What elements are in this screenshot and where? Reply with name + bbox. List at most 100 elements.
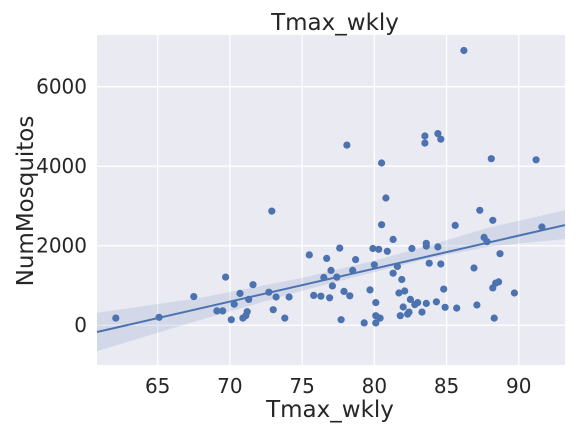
scatter-point [451,221,459,229]
scatter-point [532,156,540,164]
y-axis-label: NumMosquitos [13,116,39,287]
scatter-point [323,254,331,262]
scatter-point [327,266,335,274]
scatter-point [432,298,440,306]
x-tick-label: 65 [145,374,170,398]
scatter-point [476,206,484,214]
scatter-point [375,245,383,253]
scatter-point [112,314,120,322]
scatter-point [418,308,426,316]
x-tick-label: 80 [362,374,387,398]
scatter-point [473,301,481,309]
scatter-point [366,286,374,294]
regression-confidence-band [97,210,565,352]
scatter-point [249,281,257,289]
y-tick-label: 6000 [36,75,87,99]
scatter-point [340,287,348,295]
scatter-point [219,307,227,315]
scatter-point [495,278,503,286]
scatter-point [460,46,468,55]
y-tick-label: 2000 [36,234,87,258]
scatter-point [272,293,280,301]
scatter-point [378,159,386,167]
scatter-point [378,221,386,229]
scatter-point [434,243,442,251]
scatter-point [395,289,403,297]
scatter-point [489,216,497,224]
scatter-point [268,207,276,215]
horizontal-gridlines [97,86,565,326]
scatter-point [408,244,416,253]
scatter-point [352,256,360,264]
scatter-point [398,275,406,284]
scatter-point [360,319,368,327]
chart-title: Tmax_wkly [270,10,399,36]
scatter-point [337,316,345,324]
scatter-point [328,282,336,290]
scatter-point [425,259,433,267]
scatter-point [490,314,498,322]
scatter-point [437,135,445,143]
scatter-point [389,269,397,277]
scatter-point [434,130,442,138]
scatter-point [222,273,230,281]
scatter-point [346,292,354,300]
vertical-gridlines [157,35,520,365]
scatter-point [343,141,351,149]
scatter-point [414,299,422,307]
scatter-point [538,223,546,231]
scatter-point [317,292,325,300]
scatter-point [376,314,384,322]
scatter-point [510,289,518,297]
x-tick-label: 70 [217,374,242,398]
scatter-point [440,285,448,293]
scatter-point [243,308,251,316]
scatter-point [281,314,289,322]
scatter-point [372,319,380,327]
scatter-point [421,139,429,147]
scatter-point [441,303,449,311]
scatter-point [213,307,221,315]
scatter-point [269,306,277,314]
scatter-point [401,287,409,295]
scatter-point [421,132,429,140]
scatter-point [227,316,235,324]
x-tick-label: 85 [434,374,459,398]
scatter-point [496,250,504,258]
scatter-point [230,300,238,308]
scatter-point [285,293,293,301]
scatter-point [437,260,445,268]
plot-area [97,35,565,365]
regression-line [96,224,566,333]
y-axis-tick-labels: 0 2000 4000 6000 [36,75,87,338]
scatter-point [422,299,430,307]
y-tick-label: 4000 [36,154,87,178]
scatter-point [190,293,198,301]
scatter-point [405,308,413,316]
x-tick-label: 75 [289,374,314,398]
scatter-point [326,294,334,302]
scatter-point [396,312,404,320]
scatter-points [112,46,546,327]
scatter-point [382,194,390,202]
scatter-point [406,295,414,303]
plot-content [96,46,566,352]
scatter-point [399,303,407,311]
scatter-point [369,244,377,253]
scatter-point [372,299,380,307]
scatter-point [370,261,378,269]
y-tick-label: 0 [74,313,87,337]
scatter-point [422,242,430,250]
scatter-point [383,247,391,255]
scatter-point [236,289,244,297]
scatter-point [453,304,461,312]
scatter-point [305,251,313,259]
x-axis-label: Tmax_wkly [265,397,394,423]
scatter-point [336,244,344,252]
scatter-point [487,155,495,163]
scatter-point [310,291,318,299]
scatter-point [389,235,397,243]
scatter-point [470,264,478,272]
x-tick-label: 90 [506,374,531,398]
